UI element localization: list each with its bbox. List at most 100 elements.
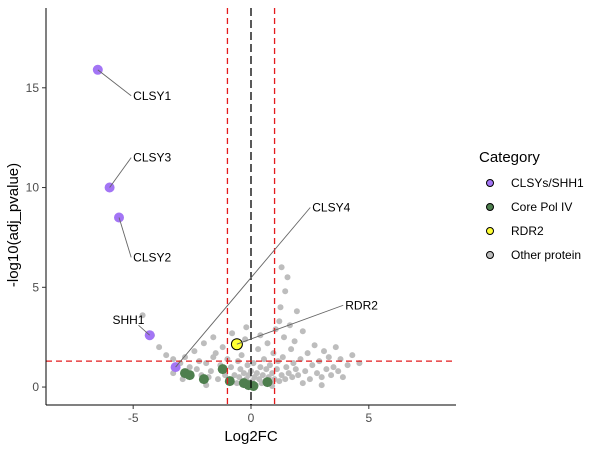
data-point-other-protein-97 bbox=[339, 374, 346, 381]
data-point-other-protein-92 bbox=[328, 372, 335, 379]
data-point-core-pol-iv-1 bbox=[184, 370, 195, 381]
data-point-other-protein-49 bbox=[261, 356, 267, 363]
point-label-clsy4: CLSY4 bbox=[312, 200, 350, 214]
data-point-other-protein-64 bbox=[278, 372, 285, 379]
data-point-other-protein-66 bbox=[281, 334, 287, 341]
data-point-other-protein-77 bbox=[293, 308, 300, 315]
data-point-other-protein-70 bbox=[285, 370, 292, 377]
data-point-other-protein-94 bbox=[332, 344, 339, 351]
x-tick-label-1: 0 bbox=[248, 411, 255, 425]
y-axis-title: -log10(adj_pvalue) bbox=[5, 163, 22, 287]
leader-line-rdr2 bbox=[236, 304, 344, 345]
data-point-other-protein-35 bbox=[244, 362, 251, 369]
data-point-core-pol-iv-7 bbox=[248, 381, 259, 391]
data-point-other-protein-105 bbox=[243, 324, 250, 331]
y-tick-label-0: 0 bbox=[32, 380, 39, 394]
data-point-other-protein-7 bbox=[186, 364, 193, 371]
point-label-shh1: SHH1 bbox=[112, 313, 144, 327]
data-point-other-protein-88 bbox=[318, 374, 325, 381]
data-point-other-protein-8 bbox=[191, 348, 198, 355]
legend-label-1: Core Pol IV bbox=[511, 200, 572, 214]
data-point-other-protein-0 bbox=[139, 312, 146, 319]
data-point-other-protein-81 bbox=[302, 368, 309, 375]
point-label-clsy3: CLSY3 bbox=[133, 151, 171, 165]
legend-key-3 bbox=[486, 251, 494, 259]
data-point-other-protein-54 bbox=[266, 362, 273, 369]
data-point-other-protein-19 bbox=[219, 344, 226, 351]
data-point-other-protein-52 bbox=[264, 340, 271, 347]
annotations: CLSY1 CLSY3 CLSY2 SHH1 CLSY4 RDR2 bbox=[97, 69, 378, 368]
data-point-other-protein-103 bbox=[276, 318, 283, 325]
data-point-other-protein-26 bbox=[233, 380, 240, 387]
data-point-other-protein-76 bbox=[292, 366, 299, 373]
data-point-core-pol-iv-2 bbox=[198, 374, 209, 385]
data-point-other-protein-51 bbox=[263, 366, 270, 373]
data-point-other-protein-83 bbox=[306, 376, 313, 383]
leader-line-shh1 bbox=[138, 324, 150, 336]
point-label-rdr2: RDR2 bbox=[345, 298, 378, 312]
legend-key-0 bbox=[486, 179, 494, 187]
axes: -5 0 5 0 5 10 15 bbox=[26, 8, 456, 425]
data-point-other-protein-23 bbox=[228, 364, 234, 371]
data-point-other-protein-56 bbox=[269, 370, 276, 377]
legend-title: Category bbox=[479, 149, 540, 166]
data-point-other-protein-102 bbox=[282, 288, 289, 295]
data-point-core-pol-iv-4 bbox=[224, 376, 235, 387]
data-point-other-protein-90 bbox=[323, 366, 330, 373]
x-tick-label-0: -5 bbox=[128, 411, 139, 425]
data-point-other-protein-65 bbox=[279, 354, 286, 361]
data-point-other-protein-30 bbox=[238, 352, 245, 359]
data-point-other-protein-93 bbox=[330, 364, 337, 371]
data-point-other-protein-43 bbox=[253, 370, 260, 377]
data-point-other-protein-95 bbox=[335, 368, 342, 375]
data-point-other-protein-99 bbox=[349, 352, 356, 359]
data-point-other-protein-11 bbox=[200, 340, 207, 347]
leader-line-clsy3 bbox=[109, 157, 132, 188]
legend: Category CLSYs/SHH1 Core Pol IV RDR2 Other … bbox=[479, 149, 584, 262]
data-point-other-protein-48 bbox=[259, 372, 266, 379]
data-point-other-protein-29 bbox=[237, 366, 244, 373]
data-point-other-protein-82 bbox=[304, 350, 311, 357]
x-axis-title: Log2FC bbox=[224, 428, 278, 445]
data-point-other-protein-91 bbox=[325, 354, 332, 361]
data-point-other-protein-73 bbox=[289, 374, 296, 381]
data-point-other-protein-98 bbox=[344, 362, 351, 369]
y-tick-label-3: 15 bbox=[26, 81, 40, 95]
data-point-other-protein-16 bbox=[212, 350, 219, 357]
data-point-other-protein-63 bbox=[277, 304, 284, 311]
data-point-other-protein-84 bbox=[309, 362, 316, 369]
point-label-clsy1: CLSY1 bbox=[133, 89, 171, 103]
data-point-other-protein-3 bbox=[163, 352, 170, 359]
data-point-other-protein-89 bbox=[321, 348, 327, 355]
y-tick-label-2: 10 bbox=[26, 181, 40, 195]
leader-line-clsy4 bbox=[175, 207, 311, 368]
data-point-other-protein-60 bbox=[273, 366, 280, 373]
data-point-other-protein-17 bbox=[215, 376, 221, 383]
data-point-core-pol-iv-8 bbox=[262, 377, 273, 388]
data-point-other-protein-68 bbox=[283, 364, 290, 371]
data-point-other-protein-86 bbox=[314, 370, 320, 377]
data-point-other-protein-62 bbox=[276, 378, 283, 385]
data-point-other-protein-24 bbox=[229, 330, 236, 337]
leader-line-clsy2 bbox=[118, 217, 132, 258]
plot-area bbox=[46, 8, 456, 405]
data-point-other-protein-44 bbox=[255, 346, 262, 353]
data-point-core-pol-iv-3 bbox=[217, 364, 228, 375]
legend-key-1 bbox=[486, 203, 494, 211]
data-point-other-protein-113 bbox=[318, 382, 325, 389]
data-point-other-protein-25 bbox=[231, 372, 238, 379]
legend-label-2: RDR2 bbox=[511, 224, 544, 238]
data-point-other-protein-75 bbox=[291, 338, 298, 345]
data-point-other-protein-72 bbox=[288, 346, 295, 353]
leader-line-clsy1 bbox=[97, 69, 132, 97]
data-point-other-protein-2 bbox=[156, 344, 163, 351]
data-point-other-protein-57 bbox=[270, 350, 277, 357]
data-point-other-protein-46 bbox=[257, 364, 264, 371]
y-tick-label-1: 5 bbox=[32, 280, 39, 294]
data-point-other-protein-14 bbox=[207, 368, 214, 375]
data-point-other-protein-67 bbox=[282, 376, 289, 383]
data-point-clsys-shh1-0 bbox=[92, 64, 103, 75]
data-point-other-protein-69 bbox=[284, 274, 291, 281]
data-point-other-protein-28 bbox=[236, 374, 243, 381]
